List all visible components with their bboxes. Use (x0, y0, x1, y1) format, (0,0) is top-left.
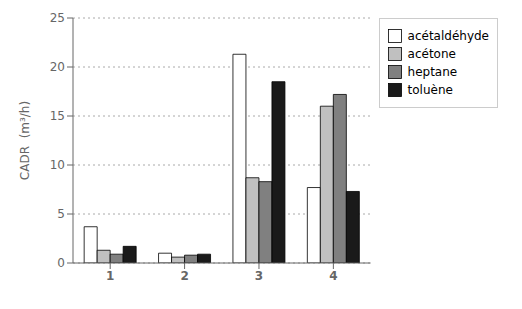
svg-text:20: 20 (50, 60, 65, 74)
html-text:acétone: acétone (407, 47, 456, 61)
html-text:toluène: toluène (407, 83, 453, 97)
svg-text:5: 5 (57, 207, 65, 221)
svg-text:3: 3 (255, 269, 263, 283)
svg-text:1: 1 (106, 269, 114, 283)
svg-text:10: 10 (50, 158, 65, 172)
svg-text:25: 25 (50, 11, 65, 25)
svg-text:2: 2 (180, 269, 188, 283)
svg-text:CADR (m³/h): CADR (m³/h) (18, 101, 32, 180)
svg-text:4: 4 (329, 269, 337, 283)
html-text:heptane: heptane (407, 65, 458, 79)
svg-text:15: 15 (50, 109, 65, 123)
svg-text:0: 0 (57, 256, 65, 270)
html-text:acétaldéhyde: acétaldéhyde (407, 29, 489, 43)
